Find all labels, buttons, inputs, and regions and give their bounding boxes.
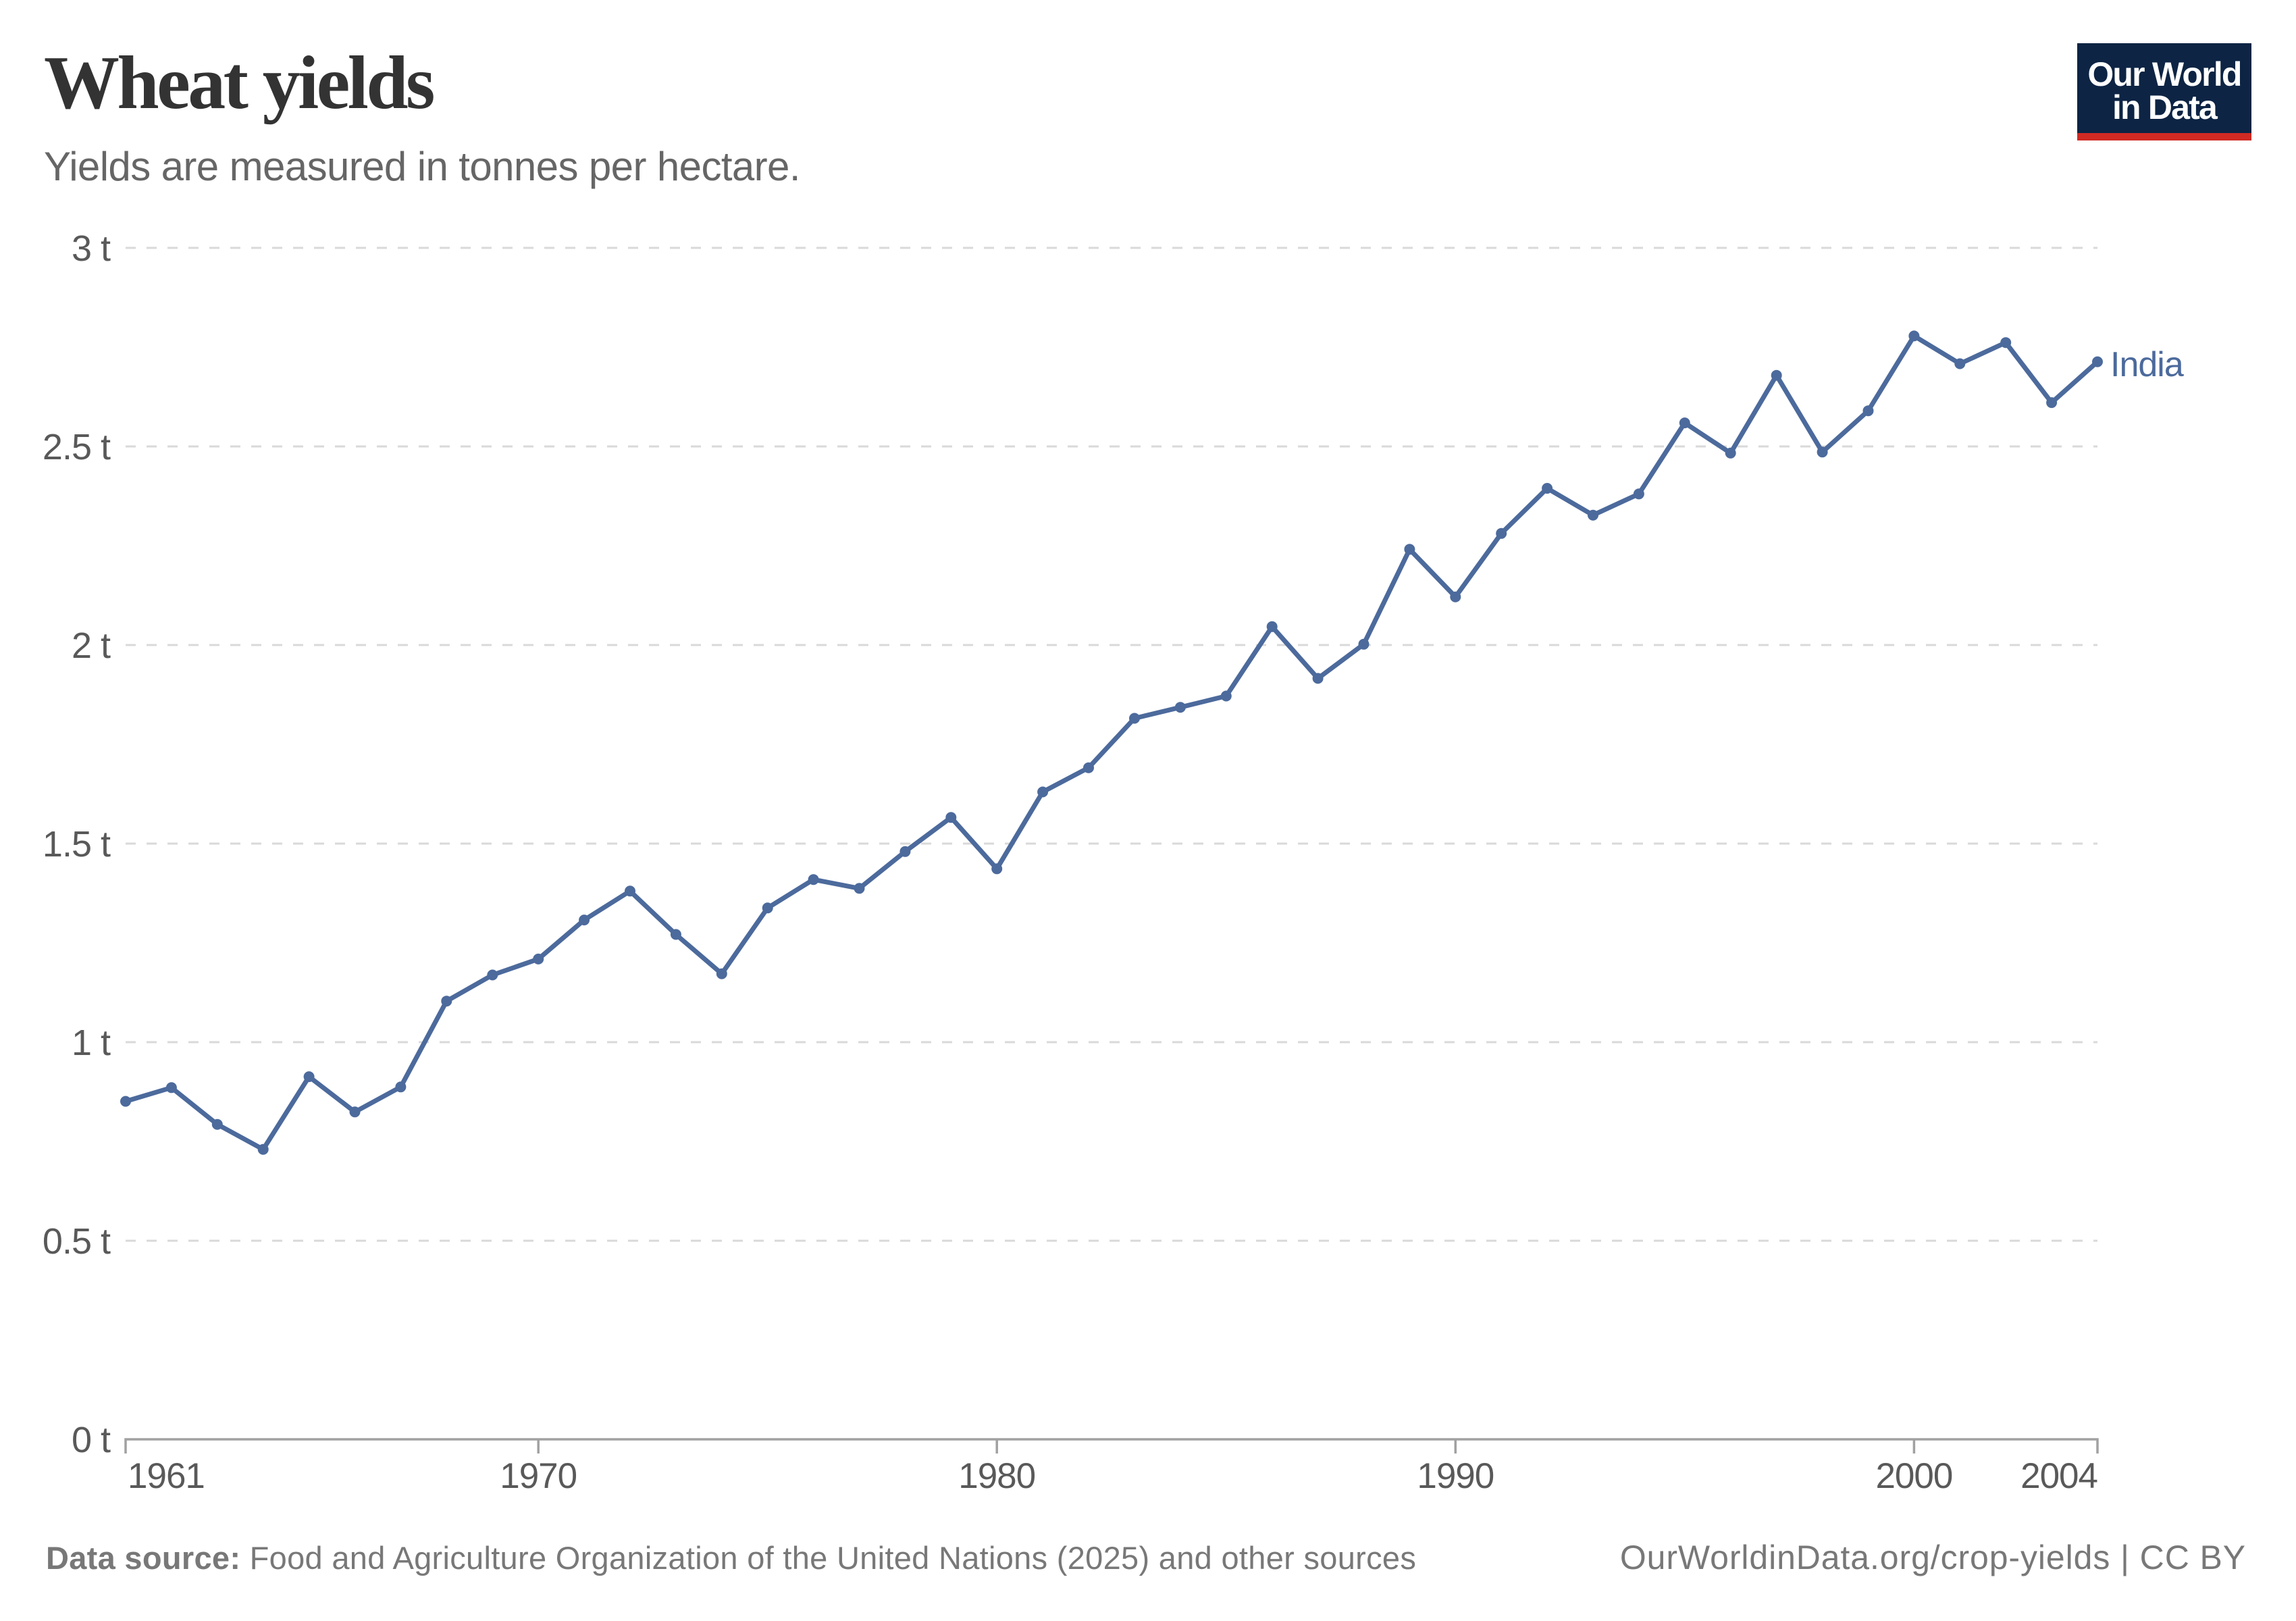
svg-text:0 t: 0 t [72,1420,111,1460]
svg-text:OurWorldinData.org/crop-yields: OurWorldinData.org/crop-yields | CC BY [1620,1539,2246,1576]
svg-text:in Data: in Data [2112,88,2218,126]
svg-text:2.5 t: 2.5 t [43,427,111,467]
svg-text:Yields are measured in tonnes: Yields are measured in tonnes per hectar… [44,144,800,189]
svg-text:2004: 2004 [2020,1456,2097,1496]
svg-text:1990: 1990 [1417,1456,1494,1496]
svg-text:1980: 1980 [958,1456,1035,1496]
svg-text:0.5 t: 0.5 t [43,1221,111,1262]
svg-text:2000: 2000 [1875,1456,1952,1496]
svg-text:1970: 1970 [500,1456,577,1496]
svg-text:1961: 1961 [128,1456,205,1496]
svg-text:2 t: 2 t [72,625,111,666]
svg-text:India: India [2110,345,2184,384]
svg-text:Wheat yields: Wheat yields [44,41,434,125]
svg-text:1 t: 1 t [72,1023,111,1063]
svg-text:Our World: Our World [2087,55,2241,93]
svg-text:1.5 t: 1.5 t [43,824,111,865]
svg-text:Data source: Food and Agricult: Data source: Food and Agriculture Organi… [46,1540,1416,1576]
svg-text:3 t: 3 t [72,228,111,269]
